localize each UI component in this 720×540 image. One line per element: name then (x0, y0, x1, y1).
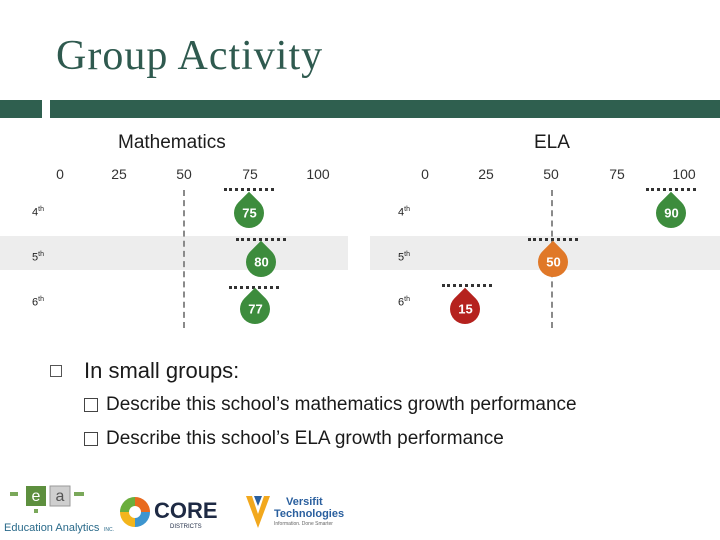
ela-6th-range-dots (442, 284, 492, 287)
math-x-tick: 50 (176, 166, 192, 182)
header-bar-right (50, 100, 720, 118)
header-bar-gap (42, 100, 50, 118)
svg-text:INC.: INC. (104, 527, 114, 533)
versifit-technologies-logo: Versifit Technologies Information. Done … (246, 496, 344, 528)
svg-text:CORE: CORE (154, 498, 218, 523)
math-5th-range-dots (236, 238, 286, 241)
main-bullet: In small groups: (50, 358, 239, 384)
ela-4th-range-dots (646, 188, 696, 191)
square-bullet-icon (50, 365, 62, 377)
slide-title: Group Activity (56, 33, 324, 79)
main-bullet-text: In small groups: (84, 358, 240, 383)
core-districts-logo: CORE DISTRICTS (120, 497, 218, 530)
sub-bullet-ela: Describe this school’s ELA growth perfor… (84, 428, 504, 450)
math-grade-label-4th: 4th (32, 206, 44, 219)
math-grade-label-5th: 5th (32, 251, 44, 264)
svg-text:e: e (32, 488, 41, 505)
math-6th-range-dots (229, 286, 279, 289)
math-row-band-5th (0, 236, 348, 270)
ela-grade-label-5th: 5th (398, 251, 410, 264)
ela-x-tick: 75 (609, 166, 625, 182)
ela-6th-marker: 15 (443, 287, 487, 331)
math-grade-label-6th: 6th (32, 296, 44, 309)
checkbox-icon (84, 398, 98, 412)
sub-bullet-math: Describe this school’s mathematics growt… (84, 394, 577, 416)
sub-bullet-text: Describe this school’s ELA growth perfor… (106, 428, 504, 449)
checkbox-icon (84, 432, 98, 446)
svg-text:DISTRICTS: DISTRICTS (170, 524, 202, 530)
math-x-tick: 75 (242, 166, 258, 182)
math-reference-line (183, 190, 185, 328)
ela-x-tick: 100 (672, 166, 696, 182)
ela-x-tick: 0 (421, 166, 429, 182)
svg-text:Information. Done Smarter: Information. Done Smarter (274, 521, 333, 527)
ela-x-tick: 25 (478, 166, 494, 182)
math-4th-range-dots (224, 188, 274, 191)
math-6th-marker: 77 (233, 287, 277, 331)
ela-grade-label-4th: 4th (398, 206, 410, 219)
ela-4th-marker: 90 (649, 191, 693, 235)
header-bar-left (0, 100, 42, 118)
math-x-tick: 100 (306, 166, 330, 182)
math-chart-title: Mathematics (118, 132, 226, 153)
math-x-tick: 25 (111, 166, 127, 182)
math-x-tick: 0 (56, 166, 64, 182)
svg-text:Technologies: Technologies (274, 508, 344, 520)
education-analytics-logo: e a Education Analytics INC. (4, 485, 114, 534)
svg-text:a: a (56, 488, 65, 505)
ela-grade-label-6th: 6th (398, 296, 410, 309)
math-4th-marker: 75 (227, 191, 271, 235)
ela-chart-title: ELA (534, 132, 570, 153)
svg-text:Education Analytics: Education Analytics (4, 522, 100, 534)
ela-x-tick: 50 (543, 166, 559, 182)
ela-5th-range-dots (528, 238, 578, 241)
svg-text:Versifit: Versifit (286, 496, 323, 508)
sub-bullet-text: Describe this school’s mathematics growt… (106, 394, 577, 415)
